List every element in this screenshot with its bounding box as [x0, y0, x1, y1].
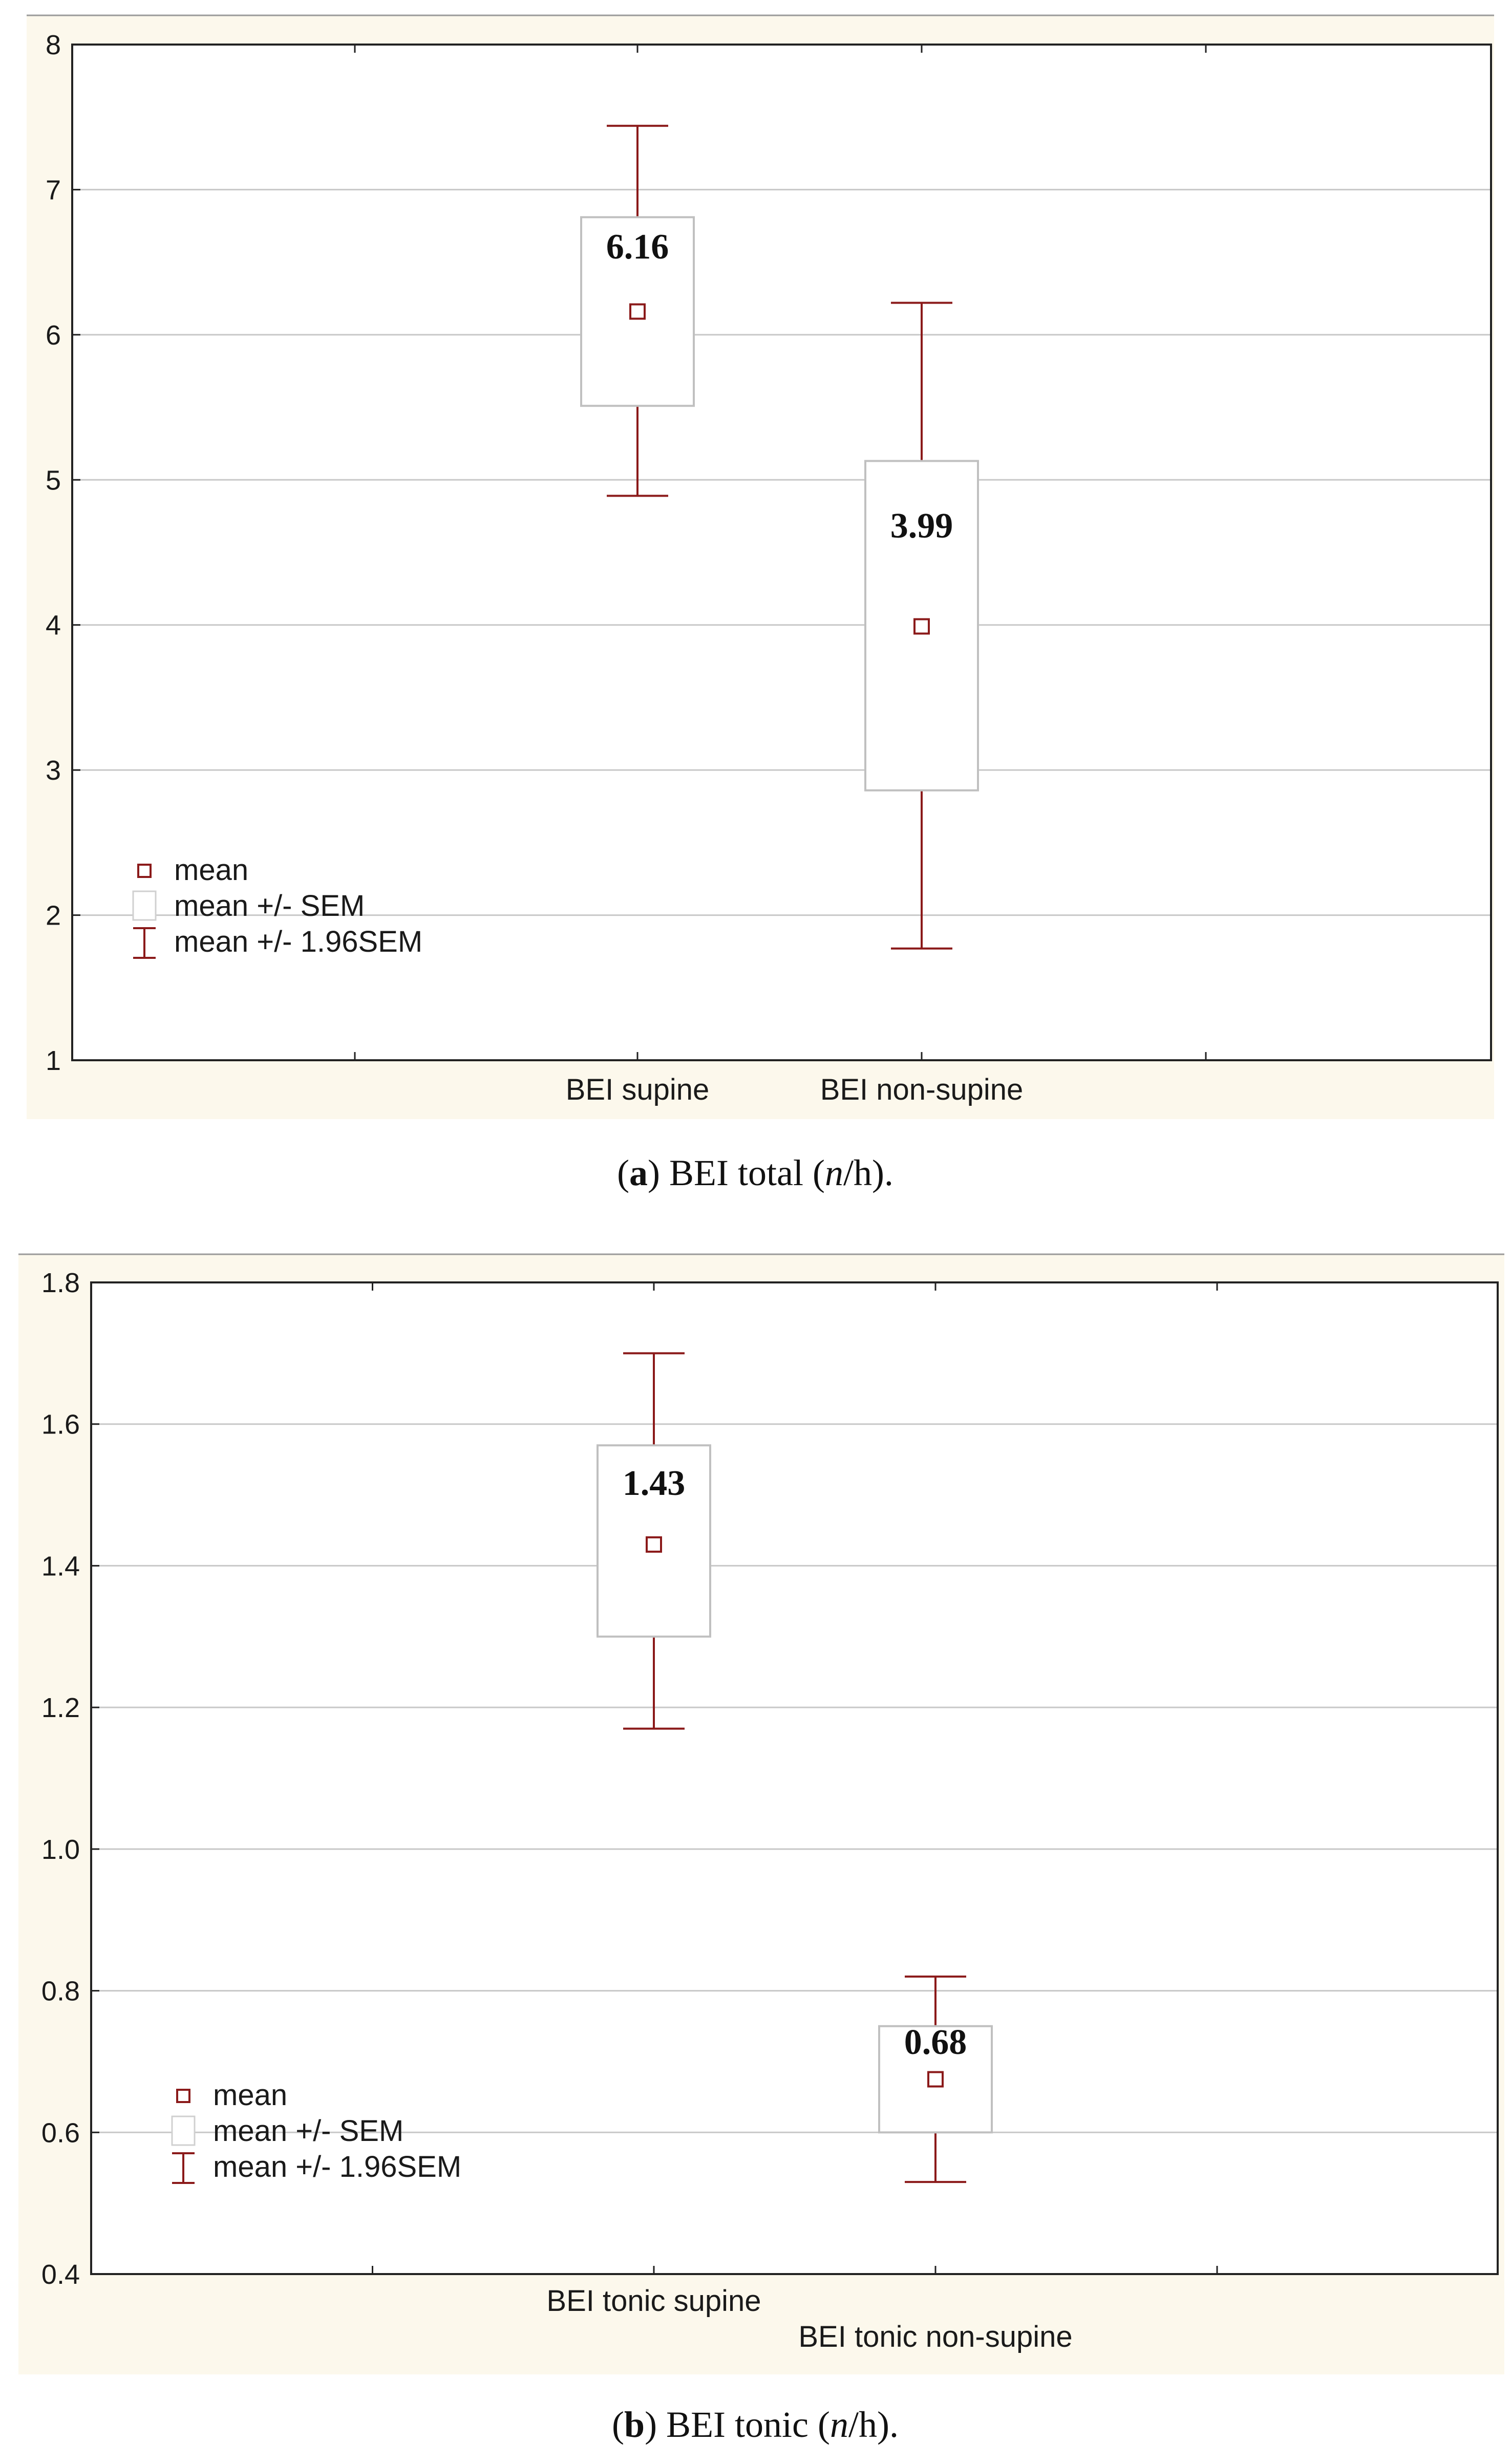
x-category-label: BEI non-supine [820, 1073, 1024, 1106]
box-non-supine: 0.68 [878, 1975, 993, 2183]
chart-b: 0.4 0.6 0.8 1.0 1.2 1.4 1.6 1.8 1.43 0.68 BEI toni… [18, 1253, 1504, 2445]
caption-mid: ) BEI tonic ( [645, 2404, 830, 2445]
y-tick-label: 0.8 [41, 1976, 80, 2007]
mean-marker [646, 1536, 662, 1553]
y-tick-label: 1.6 [41, 1409, 80, 1440]
y-tick-label: 0.4 [41, 2259, 80, 2290]
y-tick-label: 1 [46, 1045, 61, 1076]
mean-marker [629, 303, 646, 320]
mean-value-label: 3.99 [890, 506, 953, 546]
chart-a: 1 2 3 4 5 6 7 8 6.16 3.99 BEI supine BEI non-supine… [27, 14, 1494, 1193]
y-tick-label: 8 [46, 30, 61, 60]
legend-sem-icon [132, 890, 157, 921]
plot-frame [90, 1281, 1499, 2275]
caption-letter: a [629, 1152, 648, 1193]
caption-close: /h). [843, 1152, 893, 1193]
y-tick-label: 6 [46, 320, 61, 351]
y-tick-label: 5 [46, 465, 61, 496]
legend-mean-label: mean [213, 2079, 287, 2112]
legend-mean-icon [176, 2089, 190, 2103]
y-tick-label: 1.0 [41, 1834, 80, 1865]
legend-sem-label: mean +/- SEM [213, 2114, 403, 2148]
legend-ci-label: mean +/- 1.96SEM [213, 2150, 461, 2183]
figure-caption: (a) BEI total (n/h). [617, 1152, 893, 1193]
y-tick-label: 1.2 [41, 1692, 80, 1723]
legend-mean-icon [137, 864, 152, 878]
plot-area [72, 45, 1491, 1060]
box-supine: 1.43 [597, 1352, 711, 1730]
caption-unit-italic: n [825, 1152, 843, 1193]
mean-marker [913, 618, 930, 635]
box-supine: 6.16 [580, 124, 695, 497]
mean-value-label: 0.68 [904, 2023, 967, 2062]
y-tick-label: 7 [46, 175, 61, 205]
caption-mid: ) BEI total ( [648, 1152, 825, 1193]
y-tick-label: 3 [46, 755, 61, 786]
caption-open: ( [617, 1152, 629, 1193]
y-tick-label: 2 [46, 901, 61, 931]
legend-mean-label: mean [174, 853, 248, 887]
legend-sem-icon [171, 2115, 196, 2146]
caption-letter: b [624, 2404, 645, 2445]
mean-marker [927, 2071, 944, 2088]
y-tick-label: 1.8 [41, 1268, 80, 1298]
mean-value-label: 6.16 [606, 227, 669, 267]
y-tick-label: 1.4 [41, 1551, 80, 1581]
box-non-supine: 3.99 [864, 302, 979, 950]
figure-caption: (b) BEI tonic (n/h). [612, 2404, 899, 2445]
mean-value-label: 1.43 [623, 1464, 686, 1503]
legend-ci-label: mean +/- 1.96SEM [174, 925, 422, 958]
plot-frame [71, 44, 1492, 1061]
x-category-label: BEI tonic non-supine [798, 2320, 1072, 2353]
caption-close: /h). [848, 2404, 899, 2445]
caption-unit-italic: n [830, 2404, 848, 2445]
plot-area [91, 1282, 1498, 2274]
caption-open: ( [612, 2404, 624, 2445]
x-category-label: BEI tonic supine [546, 2284, 761, 2318]
y-tick-label: 0.6 [41, 2117, 80, 2148]
y-tick-label: 4 [46, 610, 61, 641]
legend-sem-label: mean +/- SEM [174, 889, 365, 923]
x-category-label: BEI supine [566, 1073, 710, 1106]
